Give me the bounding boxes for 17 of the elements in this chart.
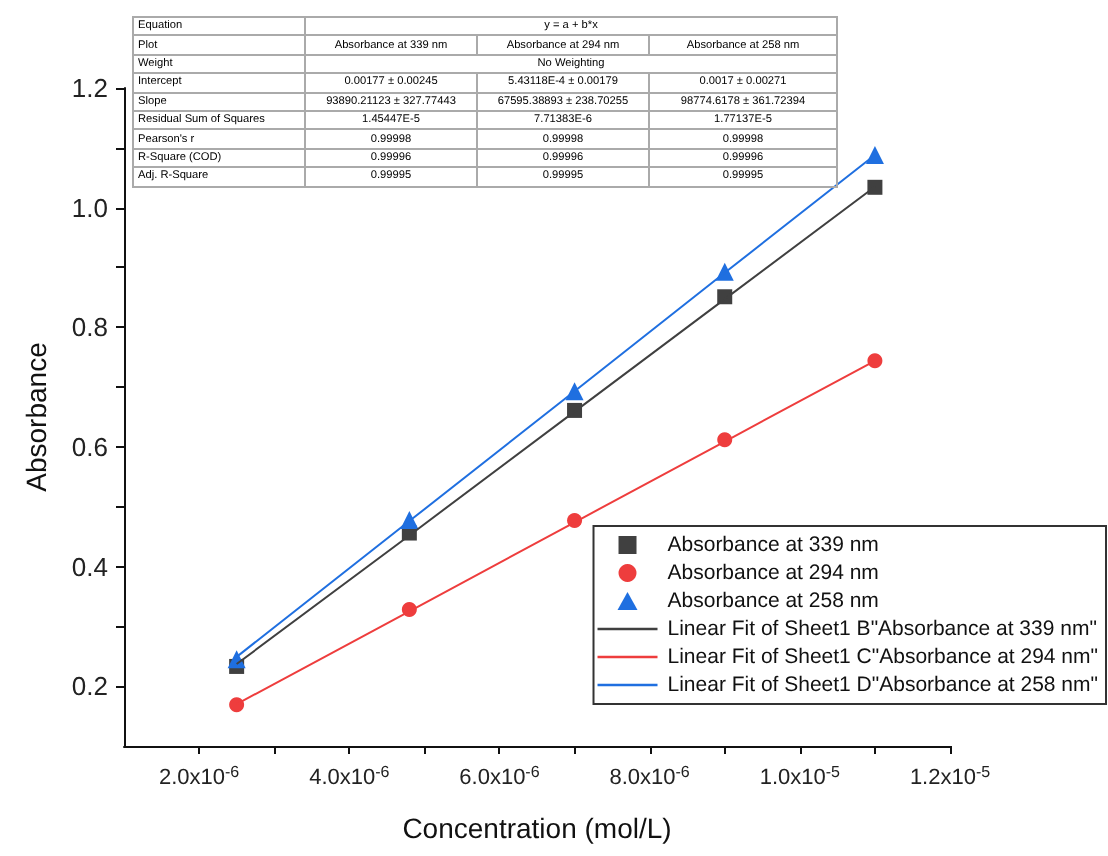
- y-tick-label: 0.6: [71, 431, 108, 462]
- point: [867, 179, 883, 195]
- y-tick-label: 1.0: [71, 192, 108, 223]
- point: [867, 353, 883, 369]
- y-tick-label: 0.8: [71, 312, 108, 343]
- legend-label: Absorbance at 294 nm: [667, 561, 880, 585]
- legend-label: Absorbance at 258 nm: [667, 589, 880, 613]
- y-tick-label: 0.2: [71, 671, 108, 702]
- y-axis-title: Absorbance: [20, 341, 53, 492]
- legend-label: Linear Fit of Sheet1 C"Absorbance at 294 nm": [667, 645, 1099, 669]
- legend-label: Linear Fit of Sheet1 D"Absorbance at 258 nm": [667, 673, 1099, 697]
- y-tick-label: 1.2: [71, 73, 108, 103]
- legend-label: Absorbance at 339 nm: [667, 533, 880, 557]
- y-tick-label: 0.4: [71, 551, 108, 582]
- x-axis-title: Concentration (mol/L): [402, 812, 672, 844]
- legend-label: Linear Fit of Sheet1 B"Absorbance at 339 nm": [667, 617, 1098, 641]
- point: [229, 697, 245, 713]
